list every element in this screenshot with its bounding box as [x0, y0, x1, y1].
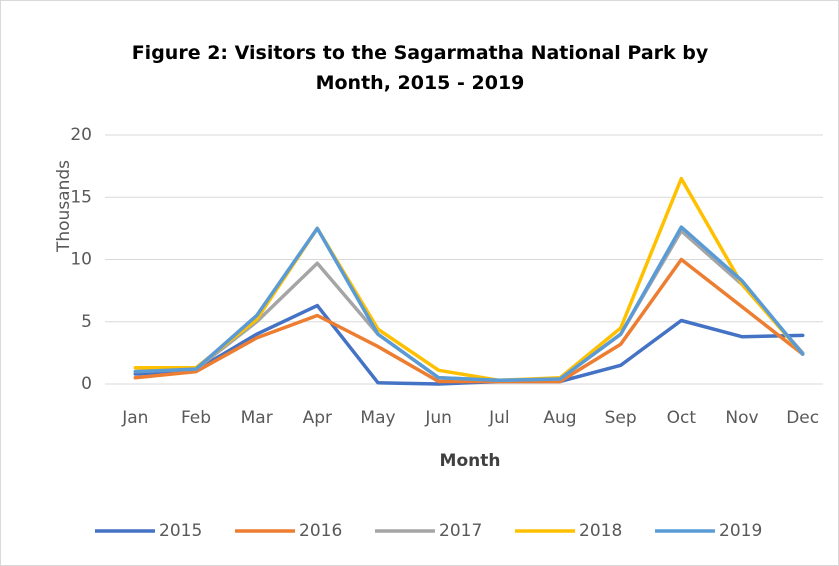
series-line [133, 225, 805, 383]
y-axis-label: Thousands [54, 160, 74, 253]
series-line [133, 176, 805, 383]
x-tick-label: Mar [241, 408, 273, 428]
x-tick-label: Nov [725, 408, 758, 428]
legend-label: 2016 [299, 521, 342, 541]
y-tick-label: 10 [70, 250, 92, 270]
series-line [133, 229, 805, 383]
series-line [133, 257, 805, 384]
x-tick-label: Jun [424, 408, 452, 428]
chart-title: Figure 2: Visitors to the Sagarmatha Nat… [131, 42, 709, 94]
legend-label: 2019 [719, 521, 762, 541]
y-tick-label: 20 [70, 125, 92, 145]
x-tick-label: May [360, 408, 395, 428]
y-tick-label: 0 [81, 374, 92, 394]
x-tick-label: Jul [488, 408, 510, 428]
x-tick-label: Sep [605, 408, 637, 428]
x-tick-label: Aug [543, 408, 576, 428]
x-tick-label: Oct [667, 408, 697, 428]
x-tick-label: Apr [303, 408, 332, 428]
x-tick-label: Dec [786, 408, 819, 428]
legend-label: 2017 [439, 521, 482, 541]
y-tick-label: 15 [70, 187, 92, 207]
legend-label: 2015 [159, 521, 202, 541]
y-tick-label: 5 [81, 312, 92, 332]
series-line [133, 303, 805, 386]
x-tick-label: Feb [181, 408, 211, 428]
legend-label: 2018 [579, 521, 622, 541]
x-axis-label: Month [440, 451, 501, 471]
x-tick-label: Jan [121, 408, 148, 428]
